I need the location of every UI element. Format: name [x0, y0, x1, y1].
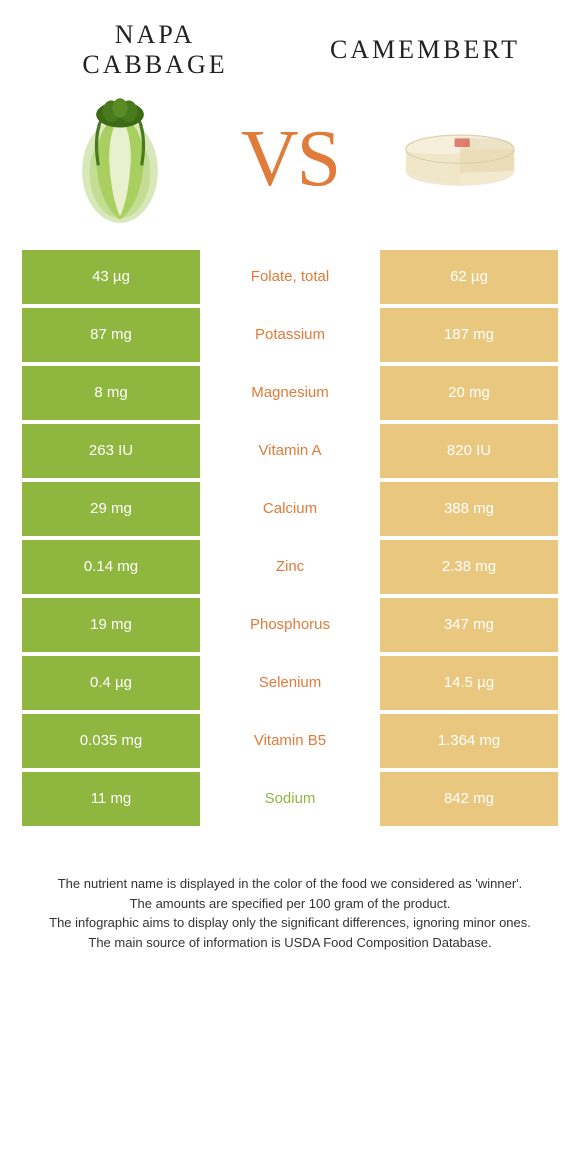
left-food-title: NAPA CABBAGE [40, 20, 270, 80]
table-row: 263 IUVitamin A820 IU [22, 424, 558, 478]
right-value: 388 mg [380, 482, 558, 536]
right-value: 347 mg [380, 598, 558, 652]
nutrient-name: Zinc [200, 540, 380, 594]
table-row: 0.035 mgVitamin B51.364 mg [22, 714, 558, 768]
header: NAPA CABBAGE CAMEMBERT [0, 0, 580, 80]
nutrient-name: Folate, total [200, 250, 380, 304]
table-row: 8 mgMagnesium20 mg [22, 366, 558, 420]
left-value: 87 mg [22, 308, 200, 362]
table-row: 0.4 µgSelenium14.5 µg [22, 656, 558, 710]
nutrient-name: Potassium [200, 308, 380, 362]
nutrient-name: Vitamin B5 [200, 714, 380, 768]
footer-line: The amounts are specified per 100 gram o… [30, 895, 550, 914]
napa-cabbage-image [55, 95, 185, 225]
left-value: 19 mg [22, 598, 200, 652]
footer-line: The main source of information is USDA F… [30, 934, 550, 953]
left-value: 0.035 mg [22, 714, 200, 768]
left-value: 11 mg [22, 772, 200, 826]
table-row: 0.14 mgZinc2.38 mg [22, 540, 558, 594]
right-value: 1.364 mg [380, 714, 558, 768]
right-food-title: CAMEMBERT [310, 35, 540, 65]
right-value: 62 µg [380, 250, 558, 304]
nutrient-name: Sodium [200, 772, 380, 826]
footer-line: The infographic aims to display only the… [30, 914, 550, 933]
left-value: 0.4 µg [22, 656, 200, 710]
left-value: 8 mg [22, 366, 200, 420]
left-value: 29 mg [22, 482, 200, 536]
table-row: 19 mgPhosphorus347 mg [22, 598, 558, 652]
right-value: 187 mg [380, 308, 558, 362]
table-row: 29 mgCalcium388 mg [22, 482, 558, 536]
table-row: 43 µgFolate, total62 µg [22, 250, 558, 304]
left-value: 0.14 mg [22, 540, 200, 594]
nutrient-name: Calcium [200, 482, 380, 536]
nutrient-name: Vitamin A [200, 424, 380, 478]
table-row: 87 mgPotassium187 mg [22, 308, 558, 362]
footer-line: The nutrient name is displayed in the co… [30, 875, 550, 894]
nutrient-name: Selenium [200, 656, 380, 710]
footer-notes: The nutrient name is displayed in the co… [0, 830, 580, 953]
right-value: 842 mg [380, 772, 558, 826]
vs-label: VS [241, 114, 339, 205]
images-row: VS [0, 80, 580, 250]
nutrient-table: 43 µgFolate, total62 µg87 mgPotassium187… [0, 250, 580, 826]
right-value: 14.5 µg [380, 656, 558, 710]
right-value: 2.38 mg [380, 540, 558, 594]
table-row: 11 mgSodium842 mg [22, 772, 558, 826]
camembert-image [395, 95, 525, 225]
left-value: 263 IU [22, 424, 200, 478]
left-value: 43 µg [22, 250, 200, 304]
nutrient-name: Magnesium [200, 366, 380, 420]
right-value: 820 IU [380, 424, 558, 478]
nutrient-name: Phosphorus [200, 598, 380, 652]
right-value: 20 mg [380, 366, 558, 420]
